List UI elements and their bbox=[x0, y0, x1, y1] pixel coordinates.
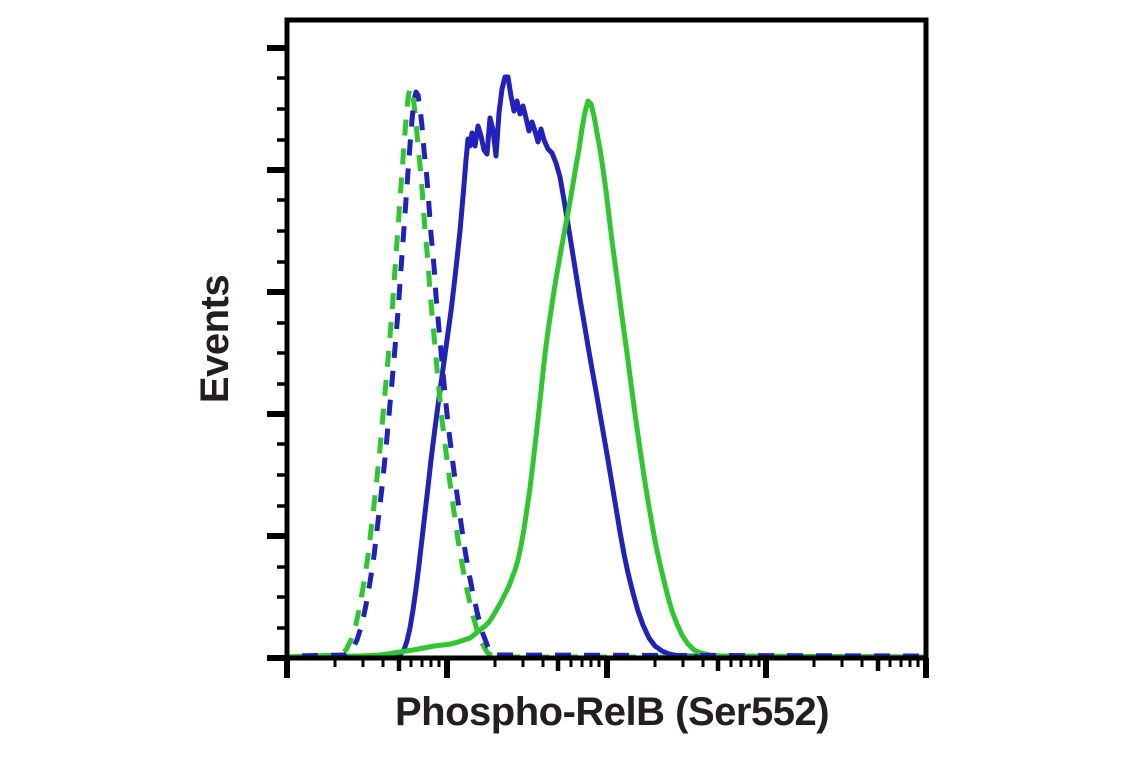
series-dashed-blue-control bbox=[286, 89, 927, 659]
y-axis-label: Events bbox=[193, 275, 237, 403]
plot-area bbox=[267, 17, 929, 678]
series-solid-blue-treated bbox=[286, 74, 927, 660]
plot-box bbox=[284, 17, 929, 661]
series-solid-green-treated bbox=[286, 98, 927, 660]
x-axis-label: Phospho-RelB (Ser552) bbox=[395, 690, 829, 734]
series-dashed-green-control bbox=[286, 85, 926, 660]
